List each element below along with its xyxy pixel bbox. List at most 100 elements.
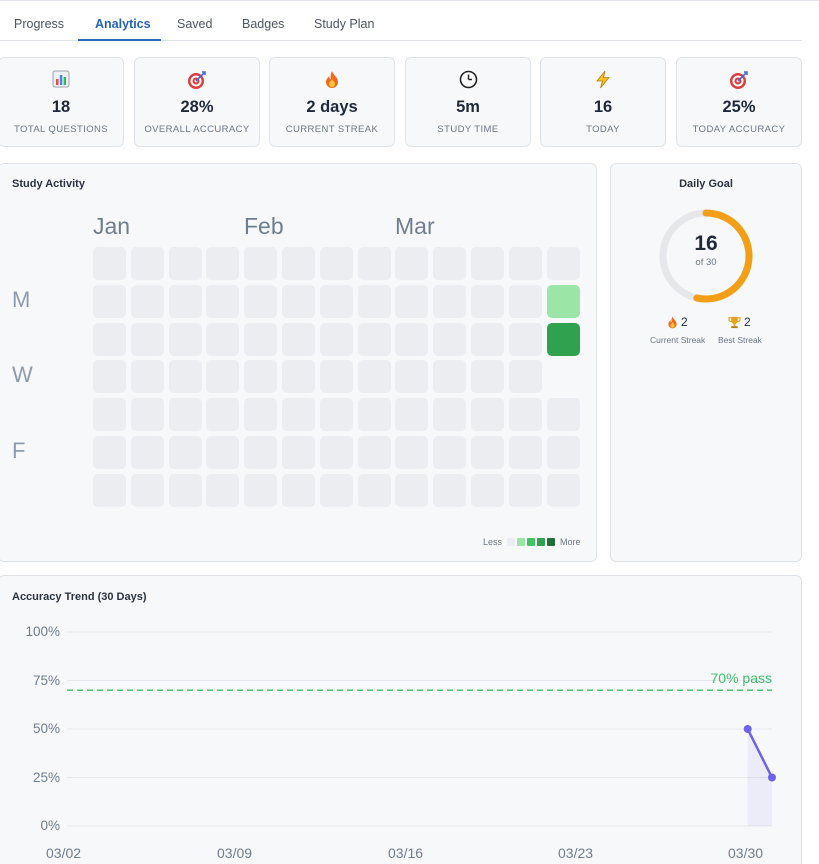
activity-day-cell[interactable] xyxy=(282,360,315,394)
activity-day-cell[interactable] xyxy=(433,284,467,318)
activity-day-cell[interactable] xyxy=(244,247,278,280)
activity-day-cell[interactable] xyxy=(471,360,504,394)
activity-day-cell[interactable] xyxy=(471,247,504,280)
tab-analytics[interactable]: Analytics xyxy=(95,17,151,31)
activity-day-cell[interactable] xyxy=(282,322,315,356)
tab-badges[interactable]: Badges xyxy=(242,17,285,31)
activity-day-cell[interactable] xyxy=(319,247,353,280)
activity-day-cell[interactable] xyxy=(357,247,391,280)
activity-day-cell[interactable] xyxy=(319,473,353,507)
activity-day-cell[interactable] xyxy=(244,322,278,356)
activity-day-cell[interactable] xyxy=(508,473,542,507)
activity-day-cell[interactable] xyxy=(471,436,504,469)
activity-day-cell[interactable] xyxy=(508,247,542,280)
activity-day-cell[interactable] xyxy=(168,247,202,280)
activity-day-cell[interactable] xyxy=(206,247,240,280)
activity-day-cell[interactable] xyxy=(433,473,467,507)
activity-day-cell[interactable] xyxy=(546,436,580,469)
activity-day-cell[interactable] xyxy=(206,436,240,469)
activity-day-cell[interactable] xyxy=(357,473,391,507)
activity-day-cell[interactable] xyxy=(546,284,580,318)
activity-day-cell[interactable] xyxy=(93,360,126,394)
activity-day-cell[interactable] xyxy=(93,398,126,432)
activity-day-cell[interactable] xyxy=(433,360,467,394)
tab-progress[interactable]: Progress xyxy=(14,17,65,31)
activity-day-cell[interactable] xyxy=(168,322,202,356)
activity-day-cell[interactable] xyxy=(93,284,126,318)
activity-day-cell[interactable] xyxy=(282,247,315,280)
fire-icon xyxy=(668,316,677,328)
data-point xyxy=(768,773,776,782)
stat-label: TOTAL QUESTIONS xyxy=(14,124,108,135)
activity-day-cell[interactable] xyxy=(206,398,240,432)
activity-day-cell[interactable] xyxy=(282,473,315,507)
activity-day-cell[interactable] xyxy=(168,360,202,394)
tab-study-plan[interactable]: Study Plan xyxy=(314,17,375,31)
activity-day-cell[interactable] xyxy=(546,473,580,507)
activity-day-cell[interactable] xyxy=(357,284,391,318)
activity-day-cell[interactable] xyxy=(319,284,353,318)
activity-day-cell[interactable] xyxy=(93,473,126,507)
activity-day-cell[interactable] xyxy=(319,322,353,356)
activity-day-cell[interactable] xyxy=(395,284,429,318)
activity-day-cell[interactable] xyxy=(93,247,126,280)
activity-day-cell[interactable] xyxy=(206,322,240,356)
activity-day-cell[interactable] xyxy=(471,322,504,356)
activity-day-cell[interactable] xyxy=(130,398,164,432)
activity-day-cell[interactable] xyxy=(319,398,353,432)
activity-day-cell[interactable] xyxy=(395,360,429,394)
activity-day-cell[interactable] xyxy=(244,360,278,394)
activity-day-cell[interactable] xyxy=(471,398,504,432)
activity-day-cell[interactable] xyxy=(282,284,315,318)
activity-day-cell[interactable] xyxy=(357,398,391,432)
activity-day-cell[interactable] xyxy=(357,360,391,394)
activity-day-cell[interactable] xyxy=(130,473,164,507)
activity-day-cell[interactable] xyxy=(168,473,202,507)
legend-swatch xyxy=(527,538,536,546)
activity-day-cell[interactable] xyxy=(395,398,429,432)
activity-day-cell[interactable] xyxy=(168,436,202,469)
activity-day-cell[interactable] xyxy=(244,284,278,318)
activity-day-cell[interactable] xyxy=(508,360,542,394)
activity-day-cell[interactable] xyxy=(395,322,429,356)
activity-day-cell[interactable] xyxy=(357,322,391,356)
activity-day-cell[interactable] xyxy=(433,322,467,356)
activity-day-cell[interactable] xyxy=(319,436,353,469)
activity-day-cell[interactable] xyxy=(206,284,240,318)
activity-day-cell[interactable] xyxy=(244,473,278,507)
activity-day-cell[interactable] xyxy=(395,473,429,507)
activity-day-cell[interactable] xyxy=(433,436,467,469)
activity-day-cell[interactable] xyxy=(93,322,126,356)
activity-day-cell[interactable] xyxy=(433,247,467,280)
activity-day-cell[interactable] xyxy=(508,398,542,432)
activity-day-cell[interactable] xyxy=(282,398,315,432)
activity-day-cell[interactable] xyxy=(168,398,202,432)
activity-day-cell[interactable] xyxy=(206,473,240,507)
activity-day-cell[interactable] xyxy=(471,284,504,318)
activity-day-cell[interactable] xyxy=(395,247,429,280)
activity-day-cell[interactable] xyxy=(508,284,542,318)
tab-saved[interactable]: Saved xyxy=(177,17,213,31)
clock-icon xyxy=(406,70,530,90)
activity-day-cell[interactable] xyxy=(130,436,164,469)
activity-day-cell[interactable] xyxy=(319,360,353,394)
activity-day-cell[interactable] xyxy=(130,322,164,356)
activity-day-cell[interactable] xyxy=(546,322,580,356)
activity-day-cell[interactable] xyxy=(395,436,429,469)
activity-day-cell[interactable] xyxy=(508,436,542,469)
activity-day-cell[interactable] xyxy=(168,284,202,318)
activity-day-cell[interactable] xyxy=(244,436,278,469)
activity-day-cell[interactable] xyxy=(244,398,278,432)
activity-day-cell[interactable] xyxy=(130,360,164,394)
activity-day-cell[interactable] xyxy=(93,436,126,469)
activity-day-cell[interactable] xyxy=(130,247,164,280)
activity-day-cell[interactable] xyxy=(206,360,240,394)
activity-day-cell[interactable] xyxy=(357,436,391,469)
activity-day-cell[interactable] xyxy=(508,322,542,356)
activity-day-cell[interactable] xyxy=(433,398,467,432)
activity-day-cell[interactable] xyxy=(130,284,164,318)
activity-day-cell[interactable] xyxy=(471,473,504,507)
activity-day-cell[interactable] xyxy=(546,398,580,432)
activity-day-cell[interactable] xyxy=(282,436,315,469)
activity-day-cell[interactable] xyxy=(546,247,580,280)
